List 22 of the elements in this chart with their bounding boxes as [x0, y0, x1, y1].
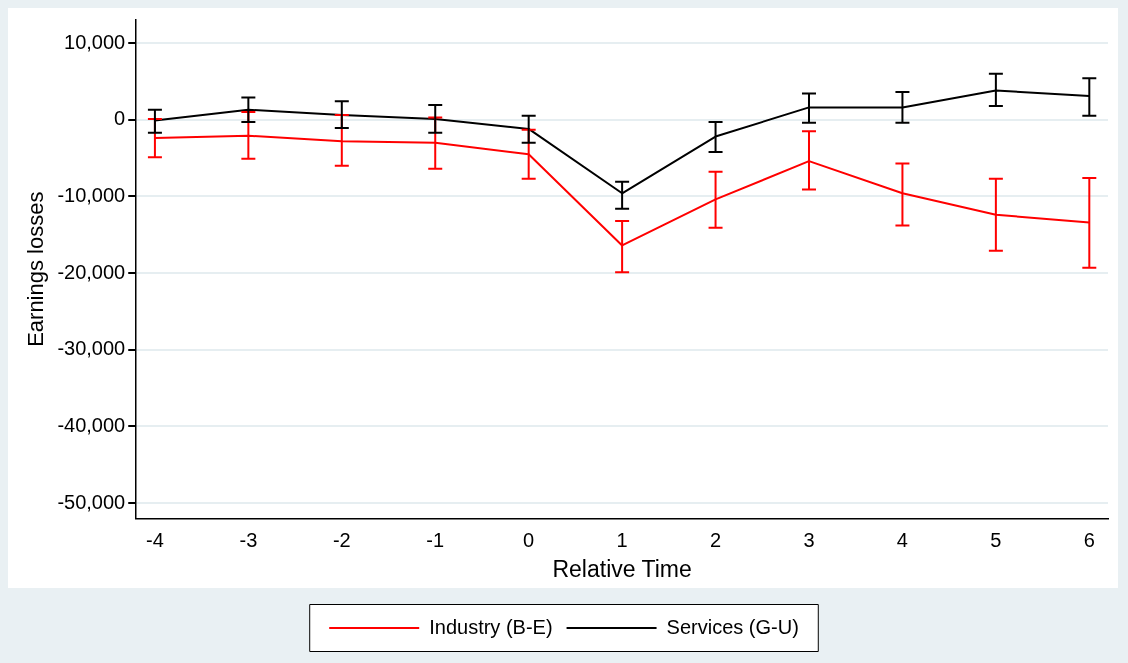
x-tick-label: 6	[1083, 528, 1095, 551]
x-tick-label: 4	[896, 528, 908, 551]
legend-label: Services (G-U)	[666, 615, 799, 638]
x-axis-title: Relative Time	[552, 555, 692, 582]
x-tick-label: 2	[709, 528, 722, 551]
x-tick-label: 5	[990, 528, 1002, 551]
legend-label: Industry (B-E)	[429, 615, 553, 638]
x-tick-label: -1	[426, 528, 445, 551]
y-tick-label: 0	[114, 107, 126, 130]
y-tick-label: 10,000	[64, 30, 126, 53]
x-tick-label: -4	[146, 528, 164, 551]
y-tick-label: -40,000	[57, 413, 126, 436]
x-tick-label: -3	[239, 528, 258, 551]
y-tick-label: -30,000	[57, 337, 126, 360]
y-axis-title: Earnings losses	[23, 191, 49, 347]
x-tick-label: -2	[332, 528, 351, 551]
y-tick-label: -50,000	[57, 490, 126, 513]
y-tick-label: -20,000	[57, 260, 126, 283]
x-tick-label: 3	[803, 528, 815, 551]
y-tick-label: -10,000	[57, 183, 126, 206]
x-tick-label: 0	[523, 528, 535, 551]
x-tick-label: 1	[616, 528, 628, 551]
